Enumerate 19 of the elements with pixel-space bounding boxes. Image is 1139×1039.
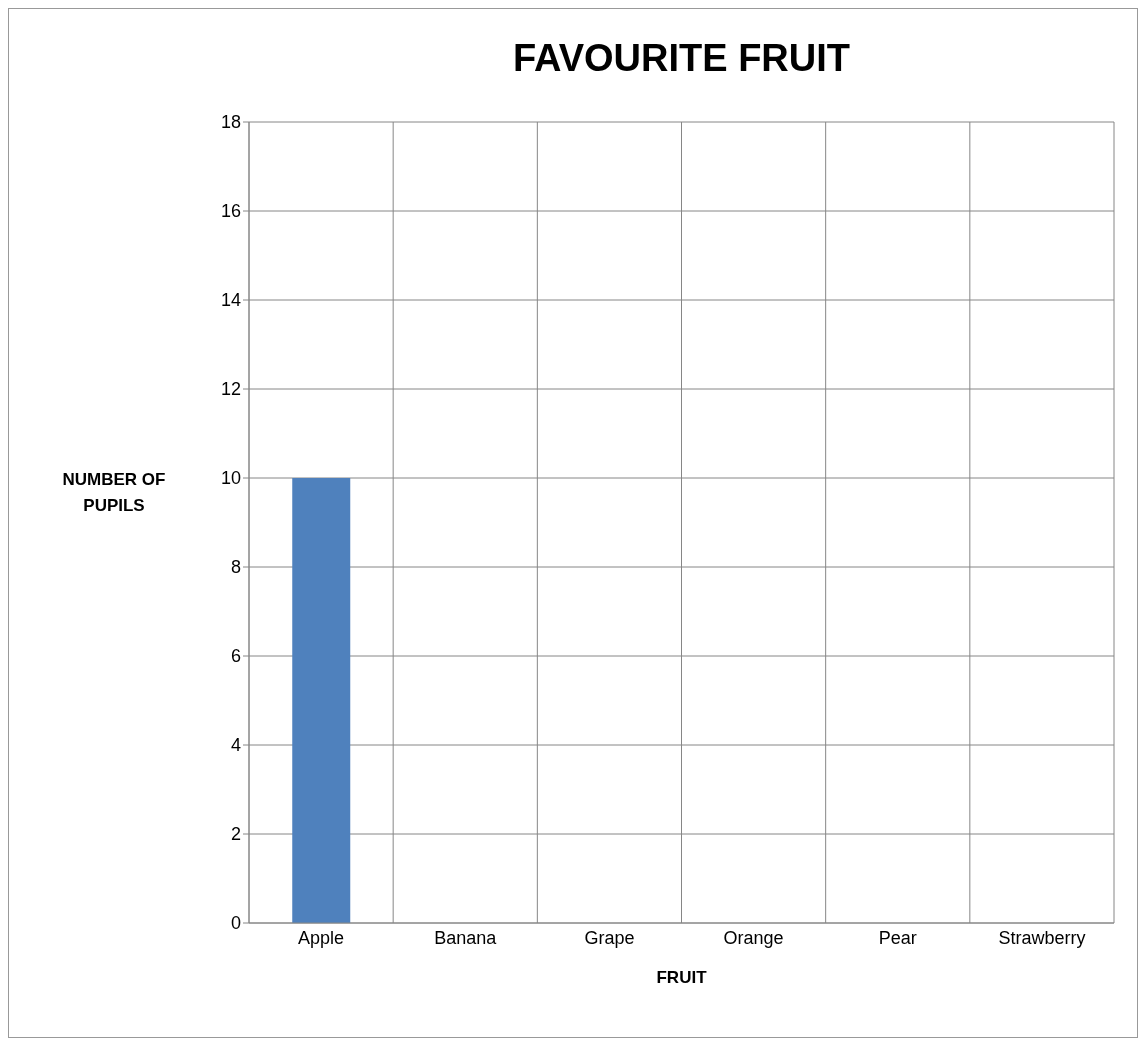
x-tick-label: Strawberry	[998, 927, 1086, 948]
x-tick-label: Orange	[723, 927, 784, 948]
x-tick-label: Pear	[878, 927, 917, 948]
y-tick-label: 14	[220, 290, 241, 311]
y-axis-title: NUMBER OF PUPILS	[61, 469, 167, 517]
x-tick-label: Grape	[584, 927, 635, 948]
y-tick-label: 16	[220, 201, 241, 222]
y-tick-label: 6	[230, 646, 241, 667]
x-tick-label: Apple	[298, 927, 345, 948]
y-tick-label: 12	[220, 379, 241, 400]
y-tick-label: 2	[230, 824, 241, 845]
x-tick-label: Banana	[434, 927, 498, 948]
y-tick-label: 0	[230, 913, 241, 934]
chart-title: FAVOURITE FRUIT	[511, 37, 852, 80]
y-tick-label: 10	[220, 468, 241, 489]
x-axis-title: FRUIT	[656, 968, 708, 987]
y-tick-label: 18	[220, 112, 241, 133]
y-tick-label: 8	[230, 557, 241, 578]
y-tick-label: 4	[230, 735, 241, 756]
